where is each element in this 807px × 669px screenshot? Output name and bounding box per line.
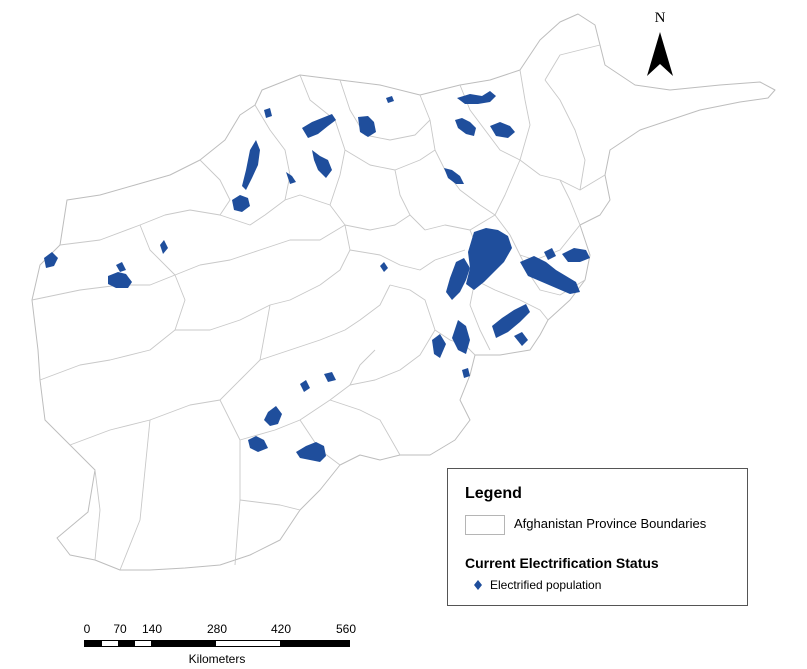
legend-title: Legend — [465, 485, 522, 502]
scale-tick-2: 140 — [141, 622, 163, 636]
scale-tick-1: 70 — [113, 622, 127, 636]
north-label: N — [654, 10, 666, 26]
scale-unit-label: Kilometers — [188, 652, 246, 666]
country-outline — [31, 13, 776, 571]
electrified-areas — [44, 91, 590, 462]
scale-tick-5: 560 — [335, 622, 357, 636]
scale-bar-graphic — [84, 640, 350, 647]
north-arrow: N — [638, 10, 682, 80]
province-swatch — [465, 515, 505, 535]
legend: Legend Afghanistan Province Boundaries C… — [447, 468, 748, 606]
province-boundaries — [31, 44, 606, 571]
diamond-icon — [474, 580, 482, 590]
scale-tick-4: 420 — [270, 622, 292, 636]
electrified-population-label: Electrified population — [490, 578, 602, 592]
scale-bar: 0 70 140 280 420 560 Kilometers — [80, 620, 370, 669]
province-boundaries-label: Afghanistan Province Boundaries — [514, 516, 707, 531]
electrification-section-title: Current Electrification Status — [465, 555, 659, 571]
scale-tick-3: 280 — [206, 622, 228, 636]
scale-tick-0: 0 — [83, 622, 91, 636]
north-arrow-icon — [647, 32, 673, 76]
